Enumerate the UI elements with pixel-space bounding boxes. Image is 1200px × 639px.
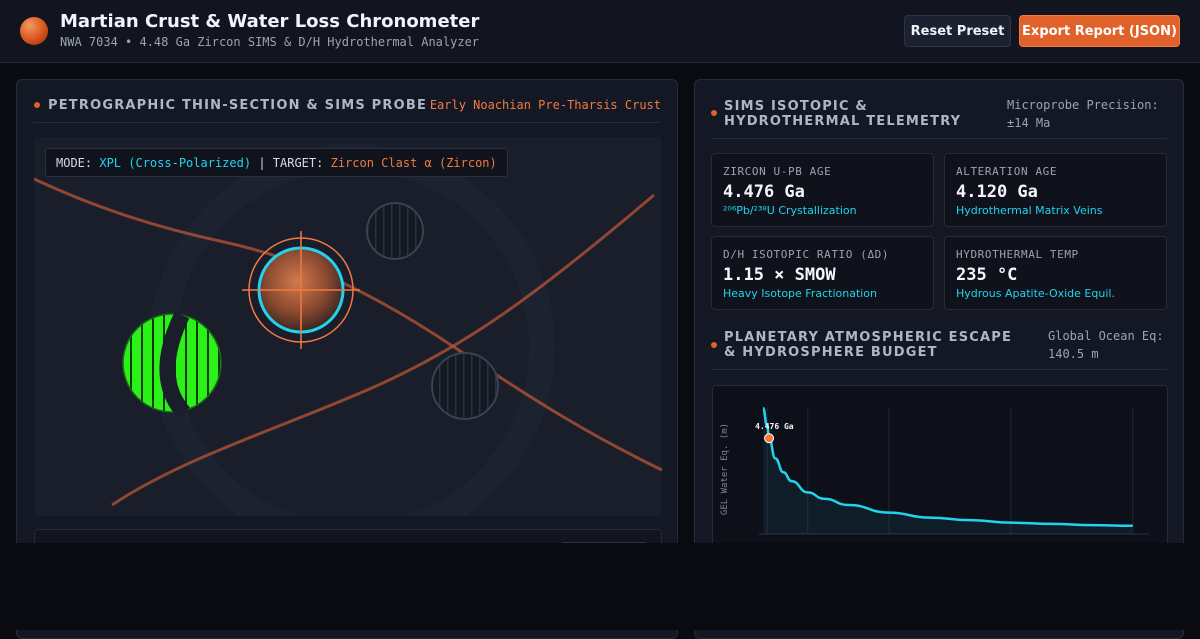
hydrothermal-vein	[111, 193, 655, 507]
mode-indicator: MODE: XPL (Cross-Polarized) | TARGET: Zi…	[45, 148, 508, 177]
global-ocean-eq: Global Ocean Eq: 140.5 m	[1048, 329, 1164, 361]
mineral-grain-dark[interactable]	[366, 202, 424, 260]
mineral-grain-dark[interactable]	[431, 352, 499, 420]
age-marker[interactable]	[764, 433, 775, 444]
reset-preset-button[interactable]: Reset Preset	[904, 15, 1011, 47]
target-label: TARGET:	[272, 155, 324, 170]
series-line	[761, 406, 1133, 528]
mode-value: XPL (Cross-Polarized)	[99, 155, 252, 170]
mars-planet-icon	[20, 17, 48, 45]
card-label: HYDROTHERMAL TEMP	[956, 248, 1079, 261]
petrographic-title: PETROGRAPHIC THIN-SECTION & SIMS PROBE	[48, 98, 428, 113]
thin-section-viewer[interactable]: MODE: XPL (Cross-Polarized) | TARGET: Zi…	[34, 137, 662, 516]
card-note: Hydrothermal Matrix Veins	[956, 204, 1103, 217]
card-note: Heavy Isotope Fractionation	[723, 287, 878, 300]
telemetry-title: SIMS ISOTOPIC & HYDROTHERMAL TELEMETRY	[724, 99, 962, 129]
zircon-age-card: ZIRCON U-PB AGE 4.476 Ga ²⁰⁶Pb/²³⁸U Crys…	[711, 153, 934, 227]
target-value: Zircon Clast α (Zircon)	[330, 155, 497, 170]
app-header: Martian Crust & Water Loss Chronometer N…	[0, 0, 1200, 63]
card-label: ALTERATION AGE	[956, 165, 1058, 178]
hydrothermal-vein	[34, 177, 662, 472]
page-footer-area	[0, 543, 1200, 630]
section-divider	[33, 122, 661, 123]
section-bullet-icon	[711, 110, 717, 116]
section-bullet-icon	[34, 102, 40, 108]
card-note: Hydrous Apatite-Oxide Equil.	[956, 287, 1115, 300]
dh-ratio-card: D/H ISOTOPIC RATIO (ΔD) 1.15 × SMOW Heav…	[711, 236, 934, 310]
card-label: D/H ISOTOPIC RATIO (ΔD)	[723, 248, 890, 261]
grain-boundary	[149, 144, 555, 516]
atmosphere-title: PLANETARY ATMOSPHERIC ESCAPE & HYDROSPHE…	[724, 330, 1013, 360]
mode-separator: |	[258, 155, 266, 170]
grain-shadow	[159, 311, 191, 419]
marker-annotation: 4.476 Ga	[755, 422, 794, 431]
section-divider	[711, 369, 1167, 370]
alteration-age-card: ALTERATION AGE 4.120 Ga Hydrothermal Mat…	[944, 153, 1167, 227]
card-note: ²⁰⁶Pb/²³⁸U Crystallization	[723, 204, 857, 217]
card-value: 4.120 Ga	[956, 182, 1038, 202]
card-value: 1.15 × SMOW	[723, 265, 836, 285]
hydrothermal-temp-card: HYDROTHERMAL TEMP 235 °C Hydrous Apatite…	[944, 236, 1167, 310]
thin-section-canvas	[34, 144, 662, 516]
card-label: ZIRCON U-PB AGE	[723, 165, 832, 178]
section-divider	[711, 138, 1167, 139]
card-value: 235 °C	[956, 265, 1018, 285]
section-bullet-icon	[711, 342, 717, 348]
card-value: 4.476 Ga	[723, 182, 805, 202]
app-subtitle: NWA 7034 • 4.48 Ga Zircon SIMS & D/H Hyd…	[60, 35, 480, 49]
mode-label: MODE:	[56, 155, 93, 170]
crust-tag: Early Noachian Pre-Tharsis Crust	[429, 98, 661, 112]
microprobe-precision: Microprobe Precision: ±14 Ma	[1007, 98, 1159, 130]
series-area	[763, 408, 1133, 534]
app-title: Martian Crust & Water Loss Chronometer	[60, 11, 480, 32]
y-axis-label: GEL Water Eq. (m)	[720, 423, 730, 515]
export-report-button[interactable]: Export Report (JSON)	[1019, 15, 1180, 47]
